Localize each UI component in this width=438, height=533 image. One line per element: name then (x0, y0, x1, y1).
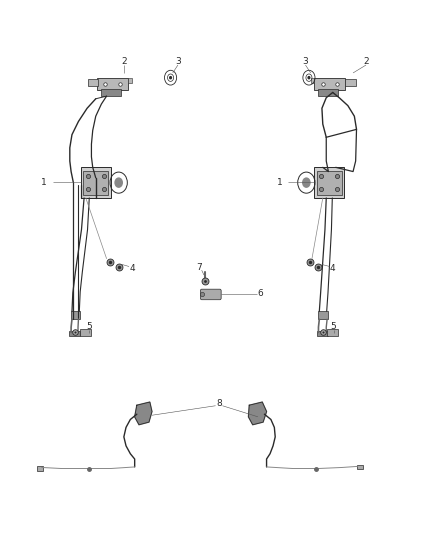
Text: 1: 1 (277, 177, 283, 187)
FancyBboxPatch shape (317, 331, 328, 336)
Text: 1: 1 (41, 177, 47, 187)
FancyBboxPatch shape (71, 311, 80, 319)
FancyBboxPatch shape (311, 78, 314, 84)
FancyBboxPatch shape (327, 329, 338, 336)
Text: 2: 2 (121, 58, 127, 66)
FancyBboxPatch shape (80, 329, 91, 336)
Text: 7: 7 (197, 263, 202, 272)
FancyBboxPatch shape (81, 167, 111, 198)
FancyBboxPatch shape (318, 89, 338, 96)
FancyBboxPatch shape (314, 78, 345, 90)
Text: 4: 4 (130, 264, 135, 272)
FancyBboxPatch shape (357, 465, 363, 469)
Circle shape (302, 177, 311, 188)
Text: 5: 5 (331, 322, 336, 331)
Text: 4: 4 (329, 264, 335, 272)
Polygon shape (248, 402, 267, 425)
FancyBboxPatch shape (128, 78, 132, 84)
Text: 3: 3 (303, 58, 308, 66)
Text: 3: 3 (175, 58, 181, 66)
FancyBboxPatch shape (314, 167, 344, 198)
Circle shape (308, 77, 310, 79)
FancyBboxPatch shape (83, 171, 108, 195)
Text: 8: 8 (216, 399, 222, 408)
Circle shape (114, 177, 123, 188)
Circle shape (170, 77, 171, 79)
FancyBboxPatch shape (345, 79, 356, 86)
Polygon shape (134, 402, 152, 425)
FancyBboxPatch shape (201, 289, 221, 300)
FancyBboxPatch shape (69, 331, 80, 336)
Text: 6: 6 (257, 289, 263, 298)
FancyBboxPatch shape (97, 78, 128, 90)
Text: 5: 5 (86, 322, 92, 331)
FancyBboxPatch shape (37, 466, 42, 471)
FancyBboxPatch shape (88, 79, 99, 86)
FancyBboxPatch shape (318, 311, 328, 319)
Text: 2: 2 (363, 58, 369, 66)
FancyBboxPatch shape (317, 171, 342, 195)
FancyBboxPatch shape (101, 89, 121, 96)
